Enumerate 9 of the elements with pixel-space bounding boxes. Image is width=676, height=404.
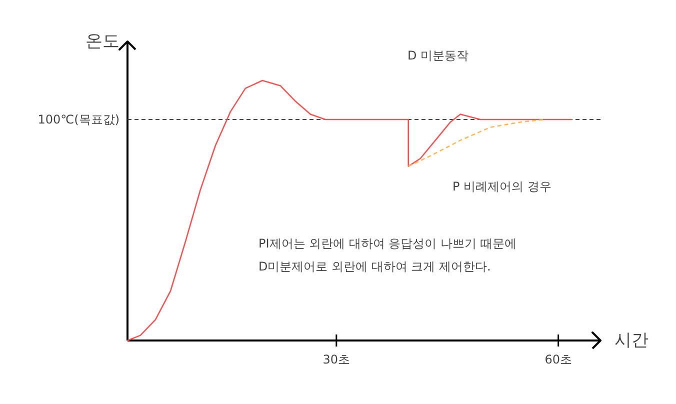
x-tick-label: 30초 [322, 352, 350, 366]
y-axis-title: 온도 [86, 32, 120, 52]
annotation: PI제어는 외란에 대하여 응답성이 나쁘기 때문에 [258, 236, 516, 250]
text: D 미분동작 [408, 48, 469, 62]
ref-line-label: 100℃(목표값) [38, 112, 120, 126]
x-axis-title: 시간 [614, 330, 648, 350]
annotation: D미분제어로 외란에 대하여 크게 제어한다. [258, 260, 491, 274]
x-tick-label: 60초 [544, 352, 572, 366]
annotation: P 비례제어의 경우 [452, 180, 552, 194]
